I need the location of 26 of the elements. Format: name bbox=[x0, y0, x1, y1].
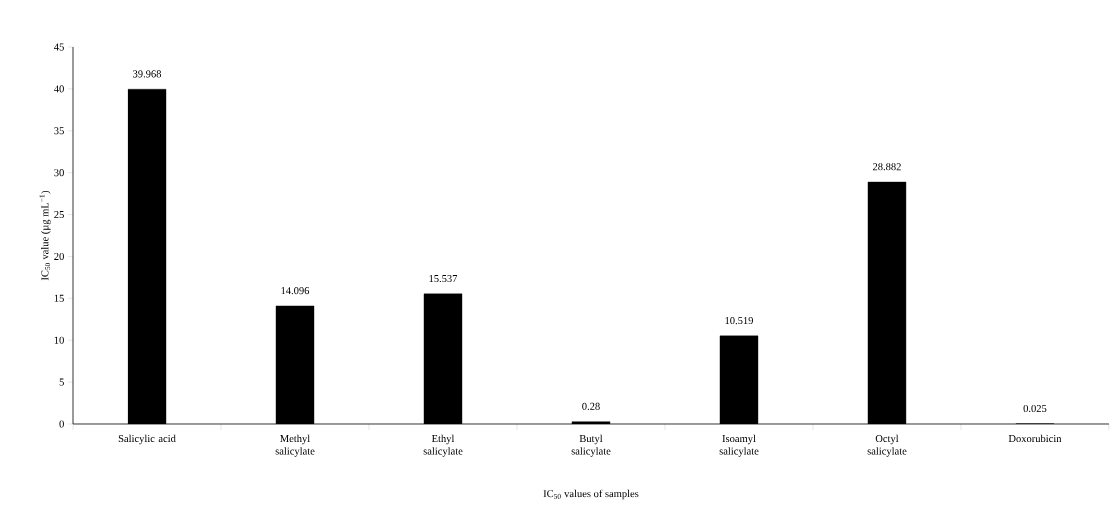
data-label: 14.096 bbox=[281, 287, 310, 295]
y-tick-label: 10 bbox=[54, 336, 64, 344]
x-tick-label: Methyl salicylate bbox=[275, 434, 315, 457]
y-tick-label: 5 bbox=[59, 378, 64, 386]
y-tick-label: 35 bbox=[54, 127, 64, 135]
y-tick-label: 25 bbox=[54, 211, 64, 219]
data-label: 0.28 bbox=[582, 402, 600, 410]
data-label: 28.882 bbox=[872, 163, 901, 171]
x-tick-label: Ethyl salicylate bbox=[423, 434, 463, 457]
y-tick-label: 15 bbox=[54, 294, 64, 302]
x-tick-label: Salicylic acid bbox=[118, 434, 176, 445]
y-axis-title: IC$_{50}$ value (µg mL$^{−1}$) bbox=[39, 190, 51, 281]
data-label: 10.519 bbox=[725, 317, 753, 325]
data-label: 0.025 bbox=[1023, 404, 1047, 413]
y-tick-label: 45 bbox=[54, 43, 64, 51]
y-tick-label: 20 bbox=[54, 252, 64, 260]
x-tick-label: Doxorubicin bbox=[1008, 434, 1062, 443]
x-tick-label: Isoamyl salicylate bbox=[719, 434, 759, 457]
data-label: 15.537 bbox=[429, 275, 458, 283]
y-tick-label: 0 bbox=[59, 420, 64, 428]
data-label: 39.968 bbox=[133, 70, 162, 78]
y-tick-label: 40 bbox=[54, 85, 64, 93]
y-tick-label: 30 bbox=[54, 169, 64, 177]
x-tick-label: Octyl salicylate bbox=[867, 434, 907, 457]
x-tick-label: Butyl salicylate bbox=[571, 434, 611, 457]
x-axis-title: IC$_{50}$ values of samples bbox=[543, 489, 639, 500]
